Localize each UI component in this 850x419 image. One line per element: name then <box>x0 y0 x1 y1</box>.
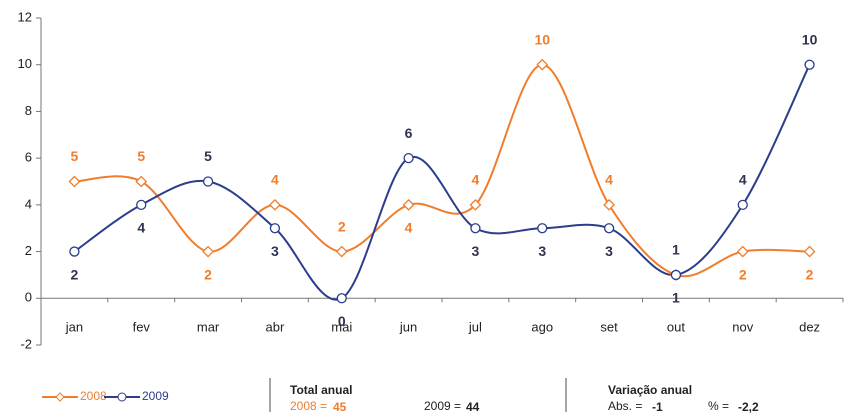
legend-marker <box>55 392 65 402</box>
value-label: 3 <box>538 243 546 259</box>
marker <box>403 152 414 164</box>
marker <box>670 269 682 281</box>
x-tick-label: ago <box>531 320 553 335</box>
marker <box>136 199 147 211</box>
value-label: 2 <box>71 266 79 282</box>
legend-label: 2009 <box>142 389 169 403</box>
marker <box>803 245 816 258</box>
variation-label: % = <box>708 399 729 413</box>
series-line <box>73 64 811 301</box>
value-label: 4 <box>137 220 145 236</box>
marker <box>603 223 615 234</box>
total-label: 2008 = <box>290 399 327 413</box>
x-tick-label: jul <box>468 320 482 335</box>
value-label: 5 <box>204 148 212 164</box>
y-tick-label: 8 <box>25 103 32 118</box>
x-tick-label: out <box>667 320 685 335</box>
value-label: 5 <box>71 148 79 164</box>
marker <box>202 245 215 258</box>
x-tick-label: jan <box>65 320 83 335</box>
x-tick-label: fev <box>133 320 151 335</box>
value-label: 4 <box>405 220 413 236</box>
marker <box>402 198 415 211</box>
y-tick-label: 2 <box>25 243 32 258</box>
y-tick-label: 12 <box>18 9 32 24</box>
total-value: 44 <box>466 400 480 414</box>
x-tick-label: set <box>600 320 618 335</box>
total-title: Total anual <box>290 383 352 397</box>
marker <box>603 198 616 211</box>
value-label: 3 <box>271 243 279 259</box>
value-label: 2 <box>806 266 814 282</box>
value-label: 1 <box>672 242 680 258</box>
value-label: 3 <box>472 243 480 259</box>
x-tick-label: nov <box>732 320 753 335</box>
variation-title: Variação anual <box>608 383 692 397</box>
x-tick-label: abr <box>266 320 285 335</box>
value-label: 10 <box>534 31 550 47</box>
marker <box>69 246 80 257</box>
variation-value: -2,2 <box>738 400 759 414</box>
marker <box>335 245 348 258</box>
x-tick-label: dez <box>799 320 820 335</box>
value-label: 3 <box>605 243 613 259</box>
y-tick-label: 0 <box>25 290 32 305</box>
marker <box>202 176 214 187</box>
value-label: 4 <box>271 172 279 188</box>
marker <box>469 198 482 211</box>
legend-marker <box>117 392 127 402</box>
marker <box>336 293 347 304</box>
y-tick-label: 4 <box>25 196 32 211</box>
value-label: 4 <box>739 172 747 188</box>
marker <box>269 223 281 234</box>
y-tick-label: -2 <box>20 336 32 351</box>
legend-label: 2008 <box>80 389 107 403</box>
value-label: 0 <box>338 313 346 329</box>
x-tick-label: jun <box>399 320 417 335</box>
value-label: 4 <box>472 172 480 188</box>
marker <box>804 59 815 70</box>
value-label: 10 <box>802 31 818 47</box>
marker <box>68 175 81 188</box>
value-label: 5 <box>137 148 145 164</box>
total-label: 2009 = <box>424 399 461 413</box>
marker <box>268 198 281 211</box>
value-label: 2 <box>204 266 212 282</box>
marker <box>536 58 549 71</box>
value-label: 2 <box>338 218 346 234</box>
marker <box>470 223 481 234</box>
x-tick-label: mai <box>331 320 352 335</box>
series-line <box>74 63 810 278</box>
variation-value: -1 <box>652 400 663 414</box>
marker <box>537 223 548 234</box>
total-value: 45 <box>333 400 347 414</box>
x-tick-label: mar <box>197 320 220 335</box>
marker <box>737 199 748 211</box>
value-label: 1 <box>672 290 680 306</box>
marker <box>135 175 148 188</box>
marker <box>736 245 749 258</box>
value-label: 2 <box>739 266 747 282</box>
value-label: 4 <box>605 172 613 188</box>
y-tick-label: 10 <box>18 56 32 71</box>
variation-label: Abs. = <box>608 399 642 413</box>
y-tick-label: 6 <box>25 150 32 165</box>
value-label: 6 <box>405 125 413 141</box>
